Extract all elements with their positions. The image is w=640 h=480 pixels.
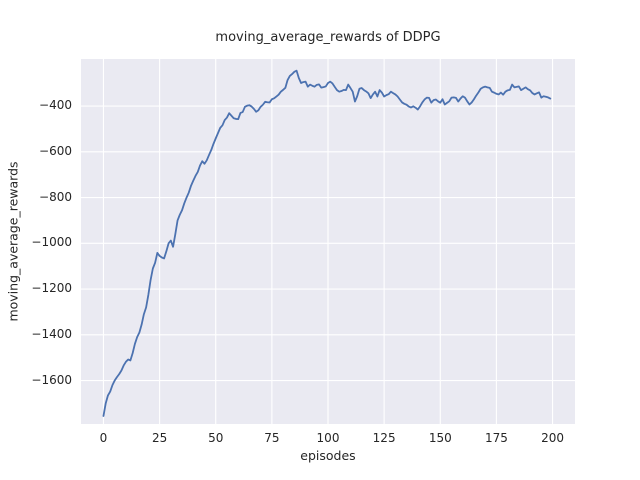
x-tick-label: 75 xyxy=(264,431,280,445)
y-tick-label: −1000 xyxy=(31,235,72,250)
y-tick-label: −1200 xyxy=(31,281,72,296)
x-axis-label: episodes xyxy=(300,448,356,463)
plot-canvas xyxy=(81,59,575,424)
chart-title: moving_average_rewards of DDPG xyxy=(215,30,441,45)
x-tick-label: 50 xyxy=(208,431,224,445)
x-tick-label: 100 xyxy=(316,431,340,445)
plot-area xyxy=(81,59,575,424)
y-tick-label: −400 xyxy=(39,98,72,113)
series-line xyxy=(102,69,552,417)
x-tick-label: 125 xyxy=(372,431,396,445)
x-tick-label: 175 xyxy=(484,431,508,445)
y-tick-label: −1600 xyxy=(31,372,72,387)
x-tick-label: 150 xyxy=(428,431,452,445)
y-tick-label: −600 xyxy=(39,143,72,158)
x-tick-label: 200 xyxy=(541,431,564,445)
x-tick-label: 25 xyxy=(151,431,168,445)
y-tick-label: −1400 xyxy=(31,326,72,341)
x-tick-label: 0 xyxy=(99,431,108,445)
y-tick-label: −800 xyxy=(39,189,72,204)
